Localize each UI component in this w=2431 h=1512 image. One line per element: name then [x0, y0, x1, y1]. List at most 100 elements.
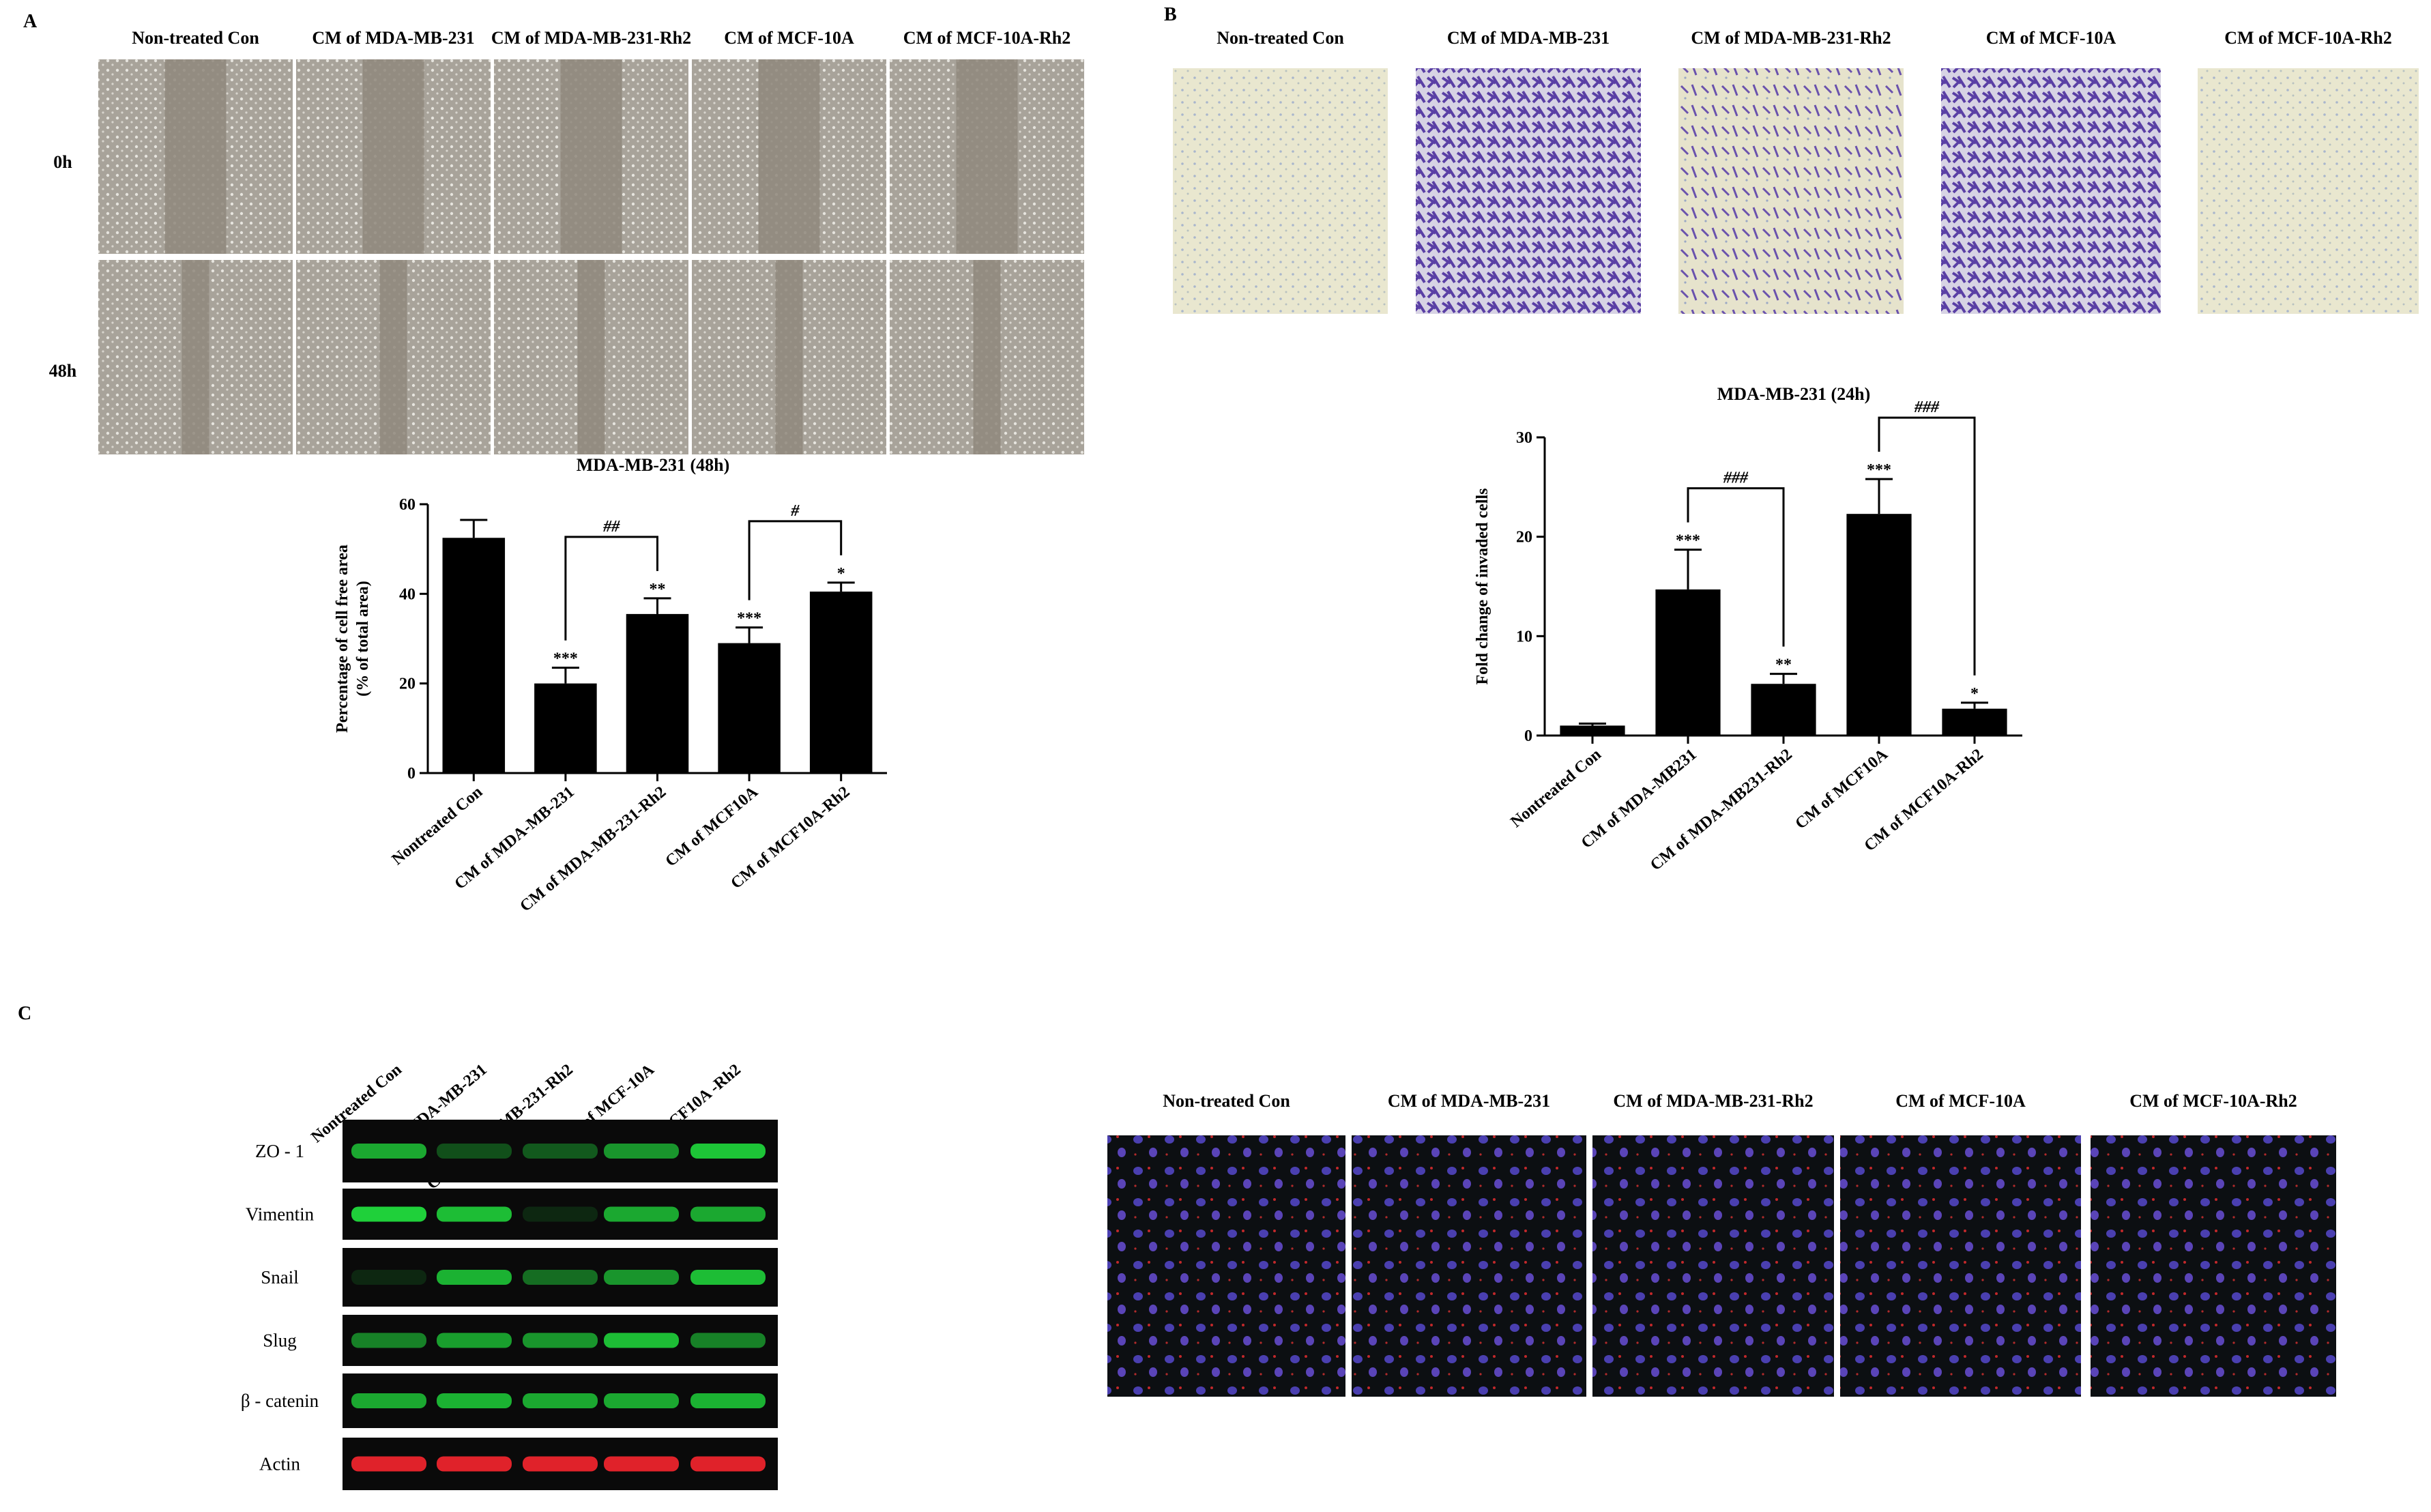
x-tick-label: CM of MDA-MB-231-Rh2 [516, 783, 669, 916]
row-label: 48h [49, 361, 77, 381]
column-header: CM of MCF-10A-Rh2 [903, 28, 1071, 48]
bracket-label: ### [1914, 398, 1940, 416]
bar [442, 538, 506, 773]
column-header: CM of MDA-MB-231 [312, 28, 474, 48]
band [604, 1270, 679, 1285]
y-tick-label: 20 [399, 675, 416, 693]
band [437, 1333, 512, 1348]
panel-label: A [23, 11, 38, 32]
wound-gap [362, 59, 424, 254]
band [690, 1456, 766, 1472]
y-tick-label: 40 [399, 585, 416, 603]
significance: *** [553, 650, 578, 668]
band [604, 1206, 679, 1222]
band [437, 1144, 512, 1159]
wound-gap [775, 260, 803, 454]
protein-label: Snail [261, 1267, 299, 1288]
x-tick-label: Nontreated Con [1507, 746, 1605, 831]
row-label: 0h [53, 152, 72, 172]
band [351, 1206, 426, 1222]
y-tick-label: 10 [1516, 628, 1532, 645]
column-header: CM of MDA-MB-231-Rh2 [1691, 28, 1891, 48]
wound-gap [560, 59, 622, 254]
protein-label: Vimentin [246, 1204, 315, 1225]
wound-gap [379, 260, 407, 454]
protein-label: β - catenin [241, 1391, 319, 1411]
protein-label: ZO - 1 [255, 1141, 304, 1161]
bar [534, 683, 597, 773]
band [690, 1393, 766, 1408]
bar [1846, 514, 1912, 736]
column-header: Non-treated Con [1217, 28, 1344, 48]
bar [718, 643, 781, 773]
column-header: Non-treated Con [132, 28, 259, 48]
wound-gap [577, 260, 605, 454]
band [690, 1333, 766, 1348]
protein-label: Slug [263, 1331, 297, 1351]
column-header: CM of MDA-MB-231 [1388, 1091, 1550, 1111]
x-tick-label: Nontreated Con [389, 783, 486, 869]
band [437, 1206, 512, 1222]
micrograph [1840, 1135, 2081, 1397]
significance: *** [1867, 461, 1891, 479]
band [437, 1270, 512, 1285]
column-header: CM of MDA-MB-231 [1447, 28, 1610, 48]
band [523, 1333, 598, 1348]
micrograph [1107, 1135, 1345, 1397]
bracket [748, 520, 843, 600]
significance: * [837, 565, 845, 583]
protein-label: Actin [259, 1454, 300, 1474]
y-tick-label: 30 [1516, 429, 1532, 447]
column-header: CM of MCF-10A-Rh2 [2224, 28, 2392, 48]
column-header: CM of MDA-MB-231-Rh2 [491, 28, 691, 48]
y-tick-label: 0 [407, 765, 416, 783]
micrograph [2091, 1135, 2336, 1397]
x-tick-label: CM of MCF10A [1792, 745, 1891, 832]
band [604, 1333, 679, 1348]
micrograph [1941, 68, 2161, 314]
micrograph [1416, 68, 1641, 314]
wound-gap [973, 260, 1001, 454]
bar [809, 592, 873, 773]
band [604, 1144, 679, 1159]
column-header: CM of MCF-10A [1986, 28, 2116, 48]
band [523, 1144, 598, 1159]
bracket [1878, 416, 1976, 675]
content: Non-treated Con CM of MDA-MB-231 CM of MDA… [49, 28, 2419, 1490]
band [351, 1456, 426, 1472]
bar [1560, 725, 1625, 736]
bar [1655, 589, 1721, 736]
column-header: CM of MCF-10A-Rh2 [2129, 1091, 2297, 1111]
y-tick-label: 20 [1516, 529, 1532, 547]
wound-gap [956, 59, 1018, 254]
significance: *** [1676, 532, 1700, 550]
band [523, 1270, 598, 1285]
x-tick-label: CM of MCF10A [663, 783, 762, 870]
micrograph [1592, 1135, 1834, 1397]
y-tick-label: 0 [1524, 727, 1532, 745]
bar [1942, 708, 2007, 736]
band [437, 1456, 512, 1472]
y-axis-label: Fold change of invaded cells [1474, 488, 1491, 684]
band [523, 1456, 598, 1472]
y-axis-label: Percentage of cell free area [334, 544, 351, 733]
micrograph [2198, 68, 2419, 314]
band [523, 1393, 598, 1408]
bar [1751, 684, 1816, 736]
band [690, 1206, 766, 1222]
bracket-label: ### [1723, 469, 1749, 487]
bracket-label: # [790, 502, 800, 520]
bracket [1687, 487, 1785, 647]
micrograph [1678, 68, 1904, 314]
band [604, 1393, 679, 1408]
bar [626, 613, 689, 773]
band [604, 1456, 679, 1472]
y-axis-label: (% of total area) [354, 581, 372, 697]
panel-label: C [18, 1003, 31, 1024]
y-tick-label: 60 [399, 496, 416, 514]
significance: ** [650, 581, 666, 598]
bracket-label: ## [602, 518, 620, 536]
column-header: CM of MDA-MB-231-Rh2 [1613, 1091, 1813, 1111]
significance: ** [1775, 656, 1792, 674]
